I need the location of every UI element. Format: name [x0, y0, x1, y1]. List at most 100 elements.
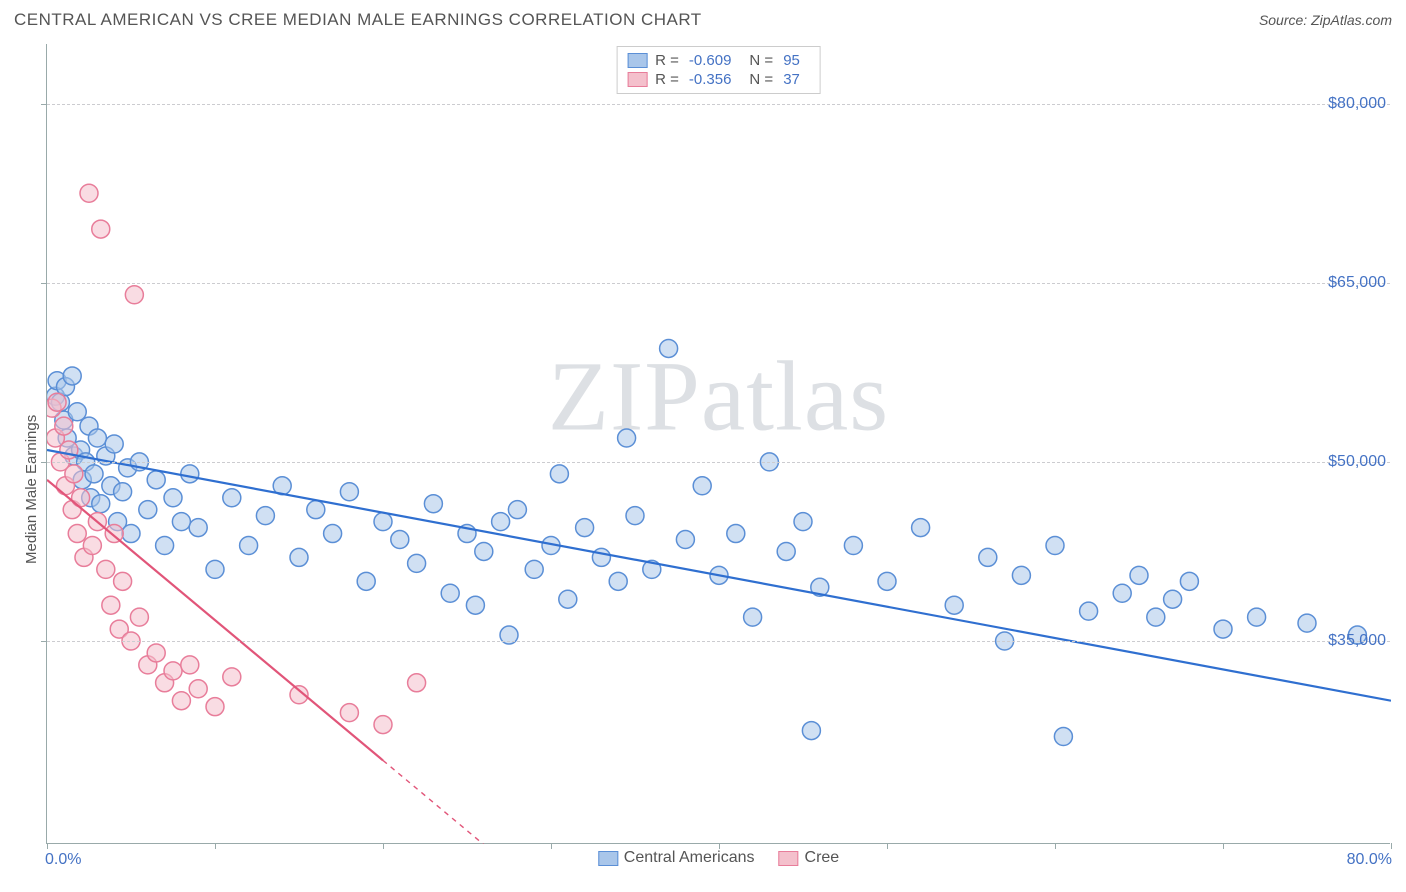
y-axis-label: Median Male Earnings [23, 415, 40, 564]
y-tick [41, 104, 47, 105]
n-value-0: 95 [783, 52, 800, 69]
r-label-0: R = [655, 52, 679, 69]
scatter-point [391, 531, 409, 549]
n-value-1: 37 [783, 71, 800, 88]
scatter-point [206, 698, 224, 716]
chart-plot-area: ZIPatlas R = -0.609 N = 95 R = -0.356 N … [46, 44, 1390, 844]
scatter-point [172, 692, 190, 710]
scatter-point [307, 501, 325, 519]
scatter-point [164, 489, 182, 507]
x-end-label: 80.0% [1347, 851, 1392, 869]
y-tick [41, 462, 47, 463]
swatch-bottom-1 [779, 851, 799, 866]
scatter-point [1180, 572, 1198, 590]
scatter-point [357, 572, 375, 590]
scatter-point [48, 393, 66, 411]
scatter-point [92, 220, 110, 238]
scatter-point [912, 519, 930, 537]
scatter-point [324, 525, 342, 543]
y-tick-label: $80,000 [1328, 95, 1386, 113]
scatter-point [550, 465, 568, 483]
scatter-point [1298, 614, 1316, 632]
correlation-legend: R = -0.609 N = 95 R = -0.356 N = 37 [616, 46, 821, 94]
scatter-point [525, 560, 543, 578]
scatter-point [83, 536, 101, 554]
scatter-point [340, 704, 358, 722]
scatter-point [206, 560, 224, 578]
r-value-0: -0.609 [689, 52, 732, 69]
gridline [47, 104, 1390, 105]
scatter-plot-svg [47, 44, 1391, 844]
y-tick [41, 641, 47, 642]
scatter-point [189, 519, 207, 537]
scatter-point [68, 525, 86, 543]
scatter-point [492, 513, 510, 531]
r-value-1: -0.356 [689, 71, 732, 88]
x-tick [383, 843, 384, 849]
scatter-point [1147, 608, 1165, 626]
x-tick [719, 843, 720, 849]
scatter-point [374, 513, 392, 531]
scatter-point [676, 531, 694, 549]
scatter-point [408, 554, 426, 572]
n-label-0: N = [749, 52, 773, 69]
scatter-point [114, 572, 132, 590]
trend-line [47, 480, 383, 761]
scatter-point [1054, 728, 1072, 746]
scatter-point [80, 184, 98, 202]
scatter-point [660, 339, 678, 357]
source-attribution: Source: ZipAtlas.com [1259, 12, 1392, 28]
scatter-point [626, 507, 644, 525]
scatter-point [147, 471, 165, 489]
legend-label-1: Cree [805, 849, 840, 867]
scatter-point [92, 495, 110, 513]
scatter-point [618, 429, 636, 447]
scatter-point [408, 674, 426, 692]
scatter-point [105, 435, 123, 453]
scatter-point [794, 513, 812, 531]
scatter-point [85, 465, 103, 483]
scatter-point [508, 501, 526, 519]
x-tick [47, 843, 48, 849]
scatter-point [559, 590, 577, 608]
gridline [47, 641, 1390, 642]
scatter-point [122, 525, 140, 543]
scatter-point [424, 495, 442, 513]
scatter-point [125, 286, 143, 304]
y-tick-label: $50,000 [1328, 453, 1386, 471]
scatter-point [97, 560, 115, 578]
x-tick [1391, 843, 1392, 849]
scatter-point [256, 507, 274, 525]
scatter-point [441, 584, 459, 602]
scatter-point [1080, 602, 1098, 620]
scatter-point [1248, 608, 1266, 626]
scatter-point [744, 608, 762, 626]
scatter-point [181, 656, 199, 674]
scatter-point [1046, 536, 1064, 554]
y-tick-label: $35,000 [1328, 632, 1386, 650]
scatter-point [466, 596, 484, 614]
scatter-point [340, 483, 358, 501]
legend-row-series-0: R = -0.609 N = 95 [627, 51, 810, 70]
y-tick [41, 283, 47, 284]
scatter-point [189, 680, 207, 698]
gridline [47, 283, 1390, 284]
scatter-point [290, 548, 308, 566]
n-label-1: N = [749, 71, 773, 88]
swatch-series-1 [627, 72, 647, 87]
scatter-point [777, 542, 795, 560]
scatter-point [88, 429, 106, 447]
scatter-point [181, 465, 199, 483]
legend-label-0: Central Americans [624, 849, 755, 867]
x-tick [215, 843, 216, 849]
scatter-point [475, 542, 493, 560]
scatter-point [844, 536, 862, 554]
scatter-point [139, 501, 157, 519]
scatter-point [878, 572, 896, 590]
x-tick [551, 843, 552, 849]
scatter-point [1012, 566, 1030, 584]
scatter-point [147, 644, 165, 662]
scatter-point [102, 596, 120, 614]
scatter-point [223, 489, 241, 507]
scatter-point [693, 477, 711, 495]
